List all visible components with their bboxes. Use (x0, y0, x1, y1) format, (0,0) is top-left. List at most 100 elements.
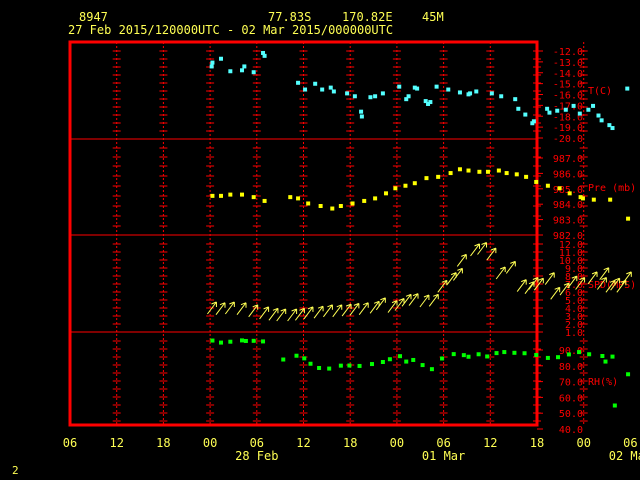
pressure-point (218, 193, 223, 198)
temperature-point (303, 87, 308, 92)
y-tick-label: 90.0 (559, 346, 583, 357)
pressure-point (424, 176, 429, 181)
temperature-point (209, 64, 214, 69)
y-tick-label: 982.0 (553, 231, 583, 242)
wind-arrow (259, 306, 270, 320)
temperature-point (457, 90, 462, 95)
temperature-point (228, 69, 233, 74)
relative_humidity-point (534, 352, 539, 357)
y-tick-label: 983.0 (553, 216, 583, 227)
y-tick-label: 80.0 (559, 362, 583, 373)
relative_humidity-point (294, 353, 299, 358)
y-tick-label: 2.0 (565, 320, 583, 331)
y-tick-label: -15.0 (553, 80, 583, 91)
temperature-point (586, 107, 591, 112)
wind-arrow (207, 301, 217, 315)
temperature-point (218, 56, 223, 61)
pressure-point (448, 171, 453, 176)
relative_humidity-point (261, 339, 266, 344)
relative_humidity-point (522, 351, 527, 356)
x-date-label: 28 Feb (235, 449, 278, 463)
pressure-point (524, 174, 529, 179)
relative_humidity-point (600, 354, 605, 359)
temperature-point (489, 91, 494, 96)
y-tick-label: 50.0 (559, 409, 583, 420)
relative_humidity-point (218, 340, 223, 345)
wind-arrow (575, 277, 586, 290)
temperature-point (380, 91, 385, 96)
wind-arrow (332, 304, 343, 318)
temperature-point (577, 111, 582, 116)
temperature-point (423, 99, 428, 104)
pressure-point (567, 191, 572, 196)
relative_humidity-point (429, 367, 434, 372)
temperature-point (359, 114, 364, 119)
x-tick-label: 00 (576, 436, 590, 450)
panel-label: SPD(MPS) (588, 280, 636, 291)
wind-arrow (428, 293, 439, 307)
pressure-point (306, 201, 311, 206)
pressure-point (318, 204, 323, 208)
temperature-point (368, 95, 373, 100)
x-tick-label: 12 (109, 436, 123, 450)
pressure-point (288, 195, 293, 200)
wind-arrow (224, 301, 235, 315)
y-tick-label: -16.0 (553, 91, 583, 102)
temperature-point (426, 101, 431, 106)
x-date-label: 01 Mar (422, 449, 465, 463)
wind-arrow (610, 277, 621, 291)
temperature-point (599, 118, 604, 123)
relative_humidity-point (626, 372, 631, 377)
y-tick-label: 4.0 (565, 304, 583, 315)
y-tick-label: -12.0 (553, 47, 583, 58)
y-tick-label: 984.0 (553, 200, 583, 211)
temperature-point (434, 84, 439, 89)
relative_humidity-point (440, 356, 445, 361)
x-tick-label: 18 (530, 436, 544, 450)
pressure-point (608, 197, 613, 202)
temperature-point (240, 68, 245, 73)
y-tick-label: 6.0 (565, 288, 583, 299)
panel-label: T(C) (588, 86, 612, 97)
y-tick-label: -13.0 (553, 58, 583, 69)
y-tick-label: -20.0 (553, 134, 583, 145)
wind-arrow (533, 277, 544, 291)
plot-frame (68, 40, 539, 427)
temperature-point (545, 106, 550, 111)
wind-arrow (313, 305, 324, 319)
y-tick-label: 3.0 (565, 312, 583, 323)
station-id: 8947 (79, 10, 108, 24)
temperature-point (242, 64, 247, 69)
relative_humidity-point (240, 338, 245, 343)
pressure-point (262, 198, 267, 203)
relative_humidity-point (556, 355, 561, 360)
wind-arrow (596, 277, 607, 290)
pressure-point (251, 195, 256, 200)
temperature-point (313, 81, 318, 86)
y-tick-label: 40.0 (559, 425, 583, 436)
wind-arrow (341, 303, 352, 317)
temperature-point (397, 84, 402, 89)
relative_humidity-point (420, 363, 425, 368)
pressure-point (580, 196, 585, 201)
relative_humidity-point (612, 403, 617, 408)
pressure-point (338, 204, 343, 208)
relative_humidity-point (451, 352, 456, 357)
temperature-point (359, 109, 364, 114)
wind-arrow (486, 247, 497, 261)
temperature-point (412, 85, 417, 90)
temperature-point (516, 106, 521, 111)
y-tick-label: -18.0 (553, 112, 583, 123)
temperature-point (261, 50, 266, 55)
pressure-point (330, 206, 335, 211)
wind-arrow (528, 277, 539, 290)
relative_humidity-point (404, 359, 409, 364)
page-number: 2 (12, 464, 19, 477)
wind-arrow (408, 293, 419, 306)
wind-arrow (387, 300, 398, 313)
temperature-point (596, 113, 601, 118)
relative_humidity-point (317, 365, 322, 370)
wind-arrow (477, 242, 488, 255)
wind-arrow (516, 279, 527, 292)
